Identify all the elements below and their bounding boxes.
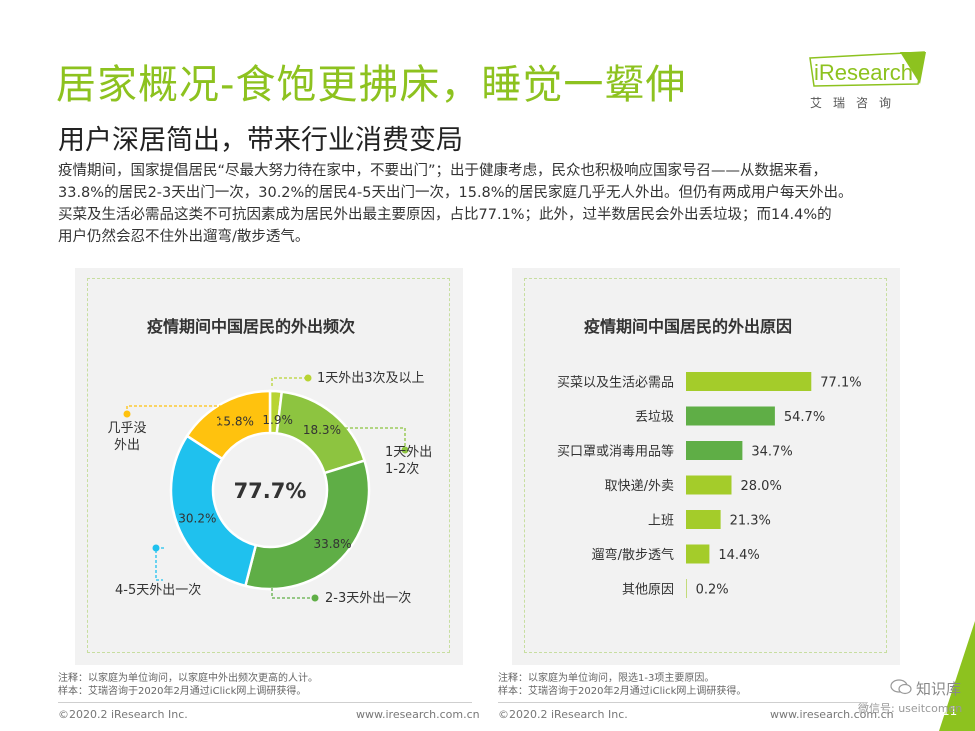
reason-chart-title: 疫情期间中国居民的外出原因 [584,317,793,336]
iresearch-logo: iResearch 艾瑞咨询 [808,50,933,112]
description-line: 买菜及生活必需品这类不可抗因素成为居民外出最主要原因，占比77.1%；此外，过半… [58,207,832,223]
slice-value-label: 15.8% [216,414,254,428]
frequency-chart-panel: 疫情期间中国居民的外出频次 1.9% 18.3% 33.8% 30.2% 15.8% 77… [75,268,463,665]
bar [686,406,775,426]
donut-slice [169,434,258,588]
bar-category-label: 丢垃圾 [635,410,674,425]
slice-value-label: 18.3% [303,423,341,437]
bar-category-label: 取快递/外卖 [605,479,674,494]
leader-dot [311,594,319,602]
bar-value-label: 14.4% [718,548,759,563]
slice-value-label: 33.8% [313,537,351,551]
slice-category-label: 1天外出 1-2次 [385,445,432,477]
bar-category-label: 遛弯/散步透气 [592,547,674,563]
left-note: 注释：以家庭为单位询问，以家庭中外出频次更高的人计。 样本：艾瑞咨询于2020年… [58,672,318,698]
bar-value-label: 77.1% [820,376,861,391]
footer-url-right[interactable]: www.iresearch.com.cn [770,708,894,721]
reason-chart-panel: 疫情期间中国居民的外出原因 买菜以及生活必需品 77.1% 丢垃圾 54.7% 买口罩或… [512,268,900,665]
page-subtitle: 用户深居简出，带来行业消费变局 [58,125,463,156]
footer-divider-left [58,702,472,703]
reason-chart-frame [524,278,887,653]
left-note-line: 样本：艾瑞咨询于2020年2月通过iClick网上调研获得。 [58,686,307,697]
right-note: 注释：以家庭为单位询问，限选1-3项主要原因。 样本：艾瑞咨询于2020年2月通… [498,672,746,698]
footer-copyright-right: ©2020.2 iResearch Inc. [498,708,628,721]
slice-category-label: 4-5天外出一次 [115,582,201,598]
leader-line [155,547,164,581]
bar-category-label: 上班 [648,514,674,529]
bar [686,475,732,495]
donut-slice [185,389,272,461]
leader-dot [152,544,160,552]
frequency-chart-frame [87,278,450,653]
page-number: 11 [942,704,958,718]
leader-dot [401,446,409,454]
donut-slice [243,459,371,591]
bar-value-label: 54.7% [784,410,825,425]
wechat-icon [890,679,912,695]
description-line: 33.8%的居民2-3天出门一次，30.2%的居民4-5天出门一次，15.8%的… [58,185,853,201]
bar-category-label: 买菜以及生活必需品 [557,376,674,391]
reason-bar-chart: 买菜以及生活必需品 77.1% 丢垃圾 54.7% 买口罩或消毒用品等 34.7% 取快递/… [557,372,862,598]
logo-sub-text: 艾瑞咨询 [810,96,903,110]
bar-category-label: 其他原因 [622,583,674,598]
logo-brand-text: iResearch [814,60,914,85]
leader-dot [123,410,131,418]
bar-value-label: 0.2% [696,583,729,598]
page-title: 居家概况-食饱更拂床，睡觉一颦伸 [56,62,687,108]
footer-divider-right [498,702,868,703]
bar [686,510,721,529]
bar-value-label: 28.0% [741,479,782,494]
watermark-sub: 微信号: useitcomen [858,702,963,715]
left-note-line: 注释：以家庭为单位询问，以家庭中外出频次更高的人计。 [58,673,318,684]
slice-value-label: 30.2% [178,511,216,525]
slice-category-label: 2-3天外出一次 [325,590,411,606]
bar [686,544,710,564]
footer-copyright-left: ©2020.2 iResearch Inc. [58,708,188,721]
description-line: 用户仍然会忍不住外出遛弯/散步透气。 [58,229,310,245]
leader-dot [304,374,312,382]
logo-banner-icon [809,51,926,87]
bar-value-label: 21.3% [730,514,771,529]
frequency-chart-title: 疫情期间中国居民的外出频次 [147,317,356,336]
right-note-line: 注释：以家庭为单位询问，限选1-3项主要原因。 [498,673,715,684]
frequency-donut-chart: 1.9% 18.3% 33.8% 30.2% 15.8% 77.7% 1天外出3次及以上 1天… [107,370,432,606]
footer-url-left[interactable]: www.iresearch.com.cn [356,708,480,721]
bar-value-label: 34.7% [751,445,792,460]
bar-category-label: 买口罩或消毒用品等 [557,444,674,460]
slice-category-label: 几乎没外出 [107,421,146,453]
bar [686,441,743,460]
bar [686,579,687,598]
donut-center-label: 77.7% [234,479,307,503]
leader-line [271,377,308,386]
bar [686,372,812,391]
description-line: 疫情期间，国家提倡居民“尽最大努力待在家中，不要出门”；出于健康考虑，民众也积极… [58,163,828,179]
right-note-line: 样本：艾瑞咨询于2020年2月通过iClick网上调研获得。 [498,686,747,697]
leader-line [271,588,315,599]
description: 疫情期间，国家提倡居民“尽最大努力待在家中，不要出门”；出于健康考虑，民众也积极… [58,160,928,248]
leader-line [345,427,406,450]
slice-value-label: 1.9% [262,413,293,427]
corner-accent [939,621,975,731]
watermark-label: 知识库 [916,680,962,698]
slice-category-label: 1天外出3次及以上 [317,370,425,386]
